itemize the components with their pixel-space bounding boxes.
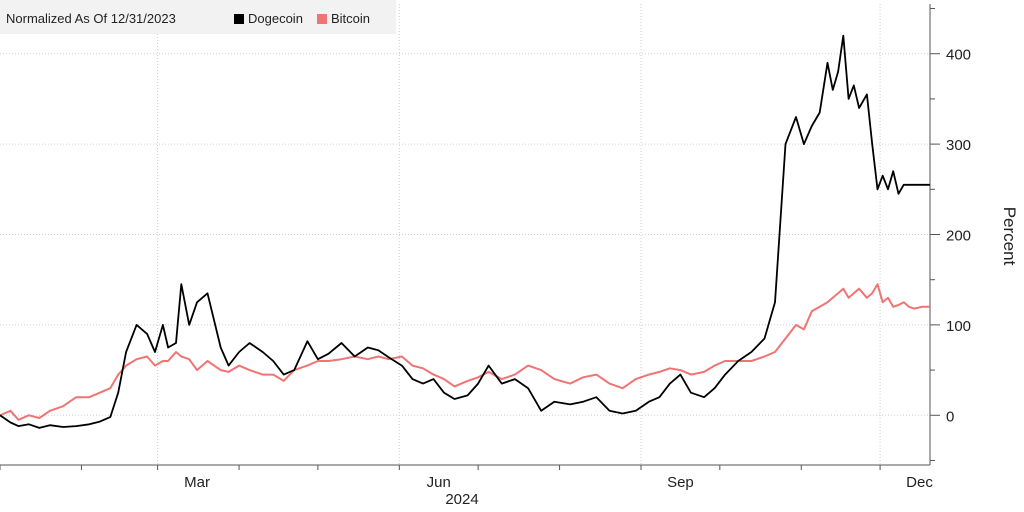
x-tick-label: Sep (667, 474, 694, 491)
axes: 0 100 200 300 400 Mar Jun Sep Dec (0, 4, 971, 491)
x-tick-label: Mar (184, 474, 210, 491)
series-lines (0, 34, 930, 429)
series-line-dogecoin (0, 34, 930, 429)
y-tick-label: 0 (946, 408, 954, 425)
y-tick-label: 200 (946, 228, 971, 245)
gridlines (0, 4, 930, 465)
legend: Normalized As Of 12/31/2023 Dogecoin Bit… (0, 0, 396, 34)
legend-entry-dogecoin: Dogecoin (248, 11, 303, 26)
y-tick-label: 300 (946, 137, 971, 154)
x-year-label: 2024 (445, 491, 478, 508)
y-tick-label: 100 (946, 318, 971, 335)
series-line-bitcoin (0, 283, 930, 421)
y-tick-label: 400 (946, 47, 971, 64)
legend-normalized-label: Normalized As Of 12/31/2023 (6, 11, 176, 26)
legend-swatch-dogecoin (234, 14, 244, 24)
legend-swatch-bitcoin (317, 14, 327, 24)
legend-background (0, 0, 396, 34)
x-tick-label: Dec (906, 474, 933, 491)
x-tick-label: Jun (427, 474, 451, 491)
legend-entry-bitcoin: Bitcoin (331, 11, 370, 26)
y-axis-title: Percent (1000, 207, 1019, 266)
